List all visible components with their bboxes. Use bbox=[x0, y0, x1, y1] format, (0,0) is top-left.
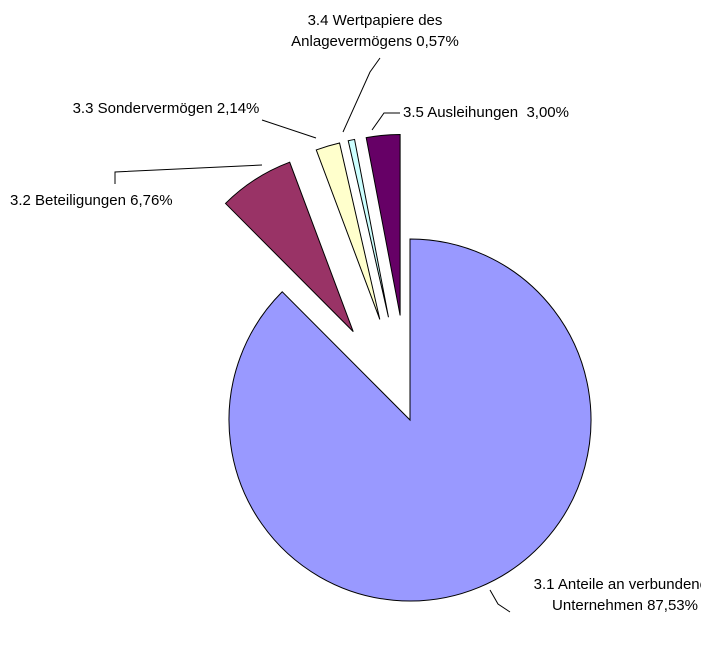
slice-label: 3.4 Wertpapiere des Anlagevermögens 0,57… bbox=[270, 10, 480, 52]
slice-label: 3.2 Beteiligungen 6,76% bbox=[10, 190, 173, 211]
leader-line bbox=[371, 112, 400, 131]
pie-slice bbox=[315, 142, 381, 320]
category-label: 3.2 Beteiligungen bbox=[10, 192, 126, 209]
category-label: 3.3 Sondervermögen bbox=[72, 100, 213, 117]
pie-slice bbox=[347, 138, 389, 318]
category-label: 3.1 Anteile an verbundenen Unternehmen bbox=[533, 576, 701, 614]
pie-slice bbox=[365, 133, 401, 316]
slice-label: 3.1 Anteile an verbundenen Unternehmen 8… bbox=[530, 574, 701, 616]
value-label: 2,14% bbox=[216, 100, 260, 117]
value-label: 6,76% bbox=[130, 192, 173, 209]
slice-label: 3.5 Ausleihungen 3,00% bbox=[403, 102, 569, 123]
category-label: 3.5 Ausleihungen bbox=[403, 104, 523, 121]
value-label: 3,00% bbox=[526, 104, 569, 121]
leader-line bbox=[342, 57, 381, 133]
slice-label: 3.3 Sondervermögen 2,14% bbox=[66, 98, 266, 119]
value-label: 0,57% bbox=[416, 33, 459, 50]
pie-slice bbox=[224, 161, 354, 333]
category-label: 3.4 Wertpapiere des Anlagevermögens bbox=[291, 12, 443, 50]
leader-line bbox=[489, 589, 511, 613]
leader-line bbox=[114, 164, 263, 184]
value-label: 87,53% bbox=[647, 597, 698, 614]
pie-slice bbox=[228, 238, 592, 602]
leader-line bbox=[261, 119, 317, 139]
